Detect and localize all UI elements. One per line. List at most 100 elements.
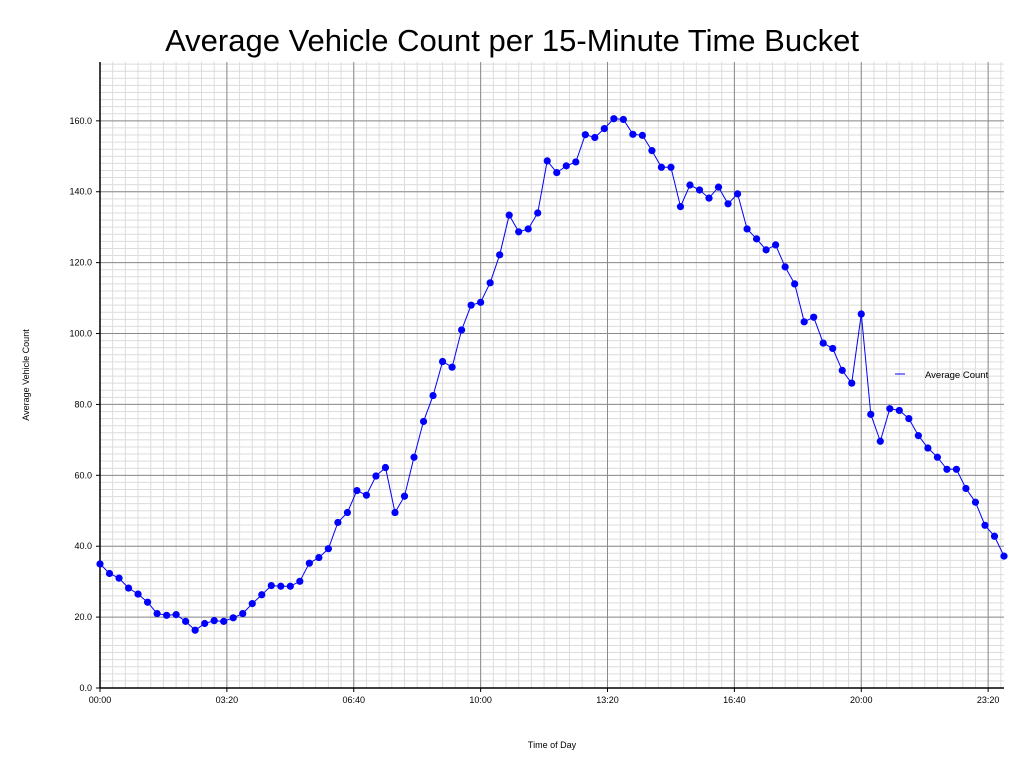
y-axis-label: Average Vehicle Count [21,329,31,421]
data-point [943,465,951,473]
data-point [867,410,875,418]
x-tick-label: 06:40 [342,695,365,705]
data-point [619,115,627,124]
x-tick-label: 10:00 [469,695,492,705]
data-point [638,131,647,139]
data-point [924,444,932,452]
data-point [819,339,827,347]
data-point [876,437,884,445]
data-point [952,465,961,473]
series-average-count [96,115,1008,634]
data-point [381,463,390,472]
x-tick-label: 20:00 [850,695,873,705]
data-point [201,619,209,628]
data-point [191,626,199,634]
data-point [248,600,256,608]
data-point [496,251,504,259]
data-point [553,168,561,177]
data-point [791,280,799,288]
y-tick-label: 120.0 [69,258,92,268]
data-point [163,611,171,619]
data-point [829,344,837,353]
data-point [733,190,742,198]
data-point [172,611,180,619]
data-point [752,235,761,243]
x-tick-label: 00:00 [89,695,112,705]
legend-label: Average Count [925,370,989,381]
data-point [810,313,818,321]
data-point [353,486,361,495]
data-point [534,209,542,217]
x-tick-label: 23:20 [977,695,1000,705]
data-point [134,590,142,598]
x-tick-label: 16:40 [723,695,746,705]
data-point [772,241,780,249]
data-point [305,559,313,567]
data-point [182,617,190,625]
data-point [334,518,342,527]
y-tick-label: 140.0 [69,187,92,197]
data-point [600,125,608,133]
data-point [657,163,666,171]
data-point [895,406,903,415]
data-point [343,508,352,517]
y-tick-label: 60.0 [74,470,92,480]
data-point [886,405,894,413]
data-point [676,203,685,211]
data-point [543,157,551,165]
data-point [296,577,304,585]
data-point [477,298,485,306]
data-point [143,598,152,606]
data-point [124,584,133,592]
data-point [572,158,580,166]
data-point [848,379,856,387]
data-point [400,492,409,500]
data-point [315,553,323,562]
y-tick-label: 160.0 [69,116,92,126]
data-point [838,366,846,374]
data-point [562,162,570,170]
data-point [990,532,999,540]
data-point [914,432,922,440]
data-point [962,484,970,493]
data-point [724,200,732,208]
data-point [857,310,865,318]
data-point [277,582,285,590]
y-tick-label: 80.0 [74,399,92,409]
data-point [458,326,466,334]
data-point [372,472,380,480]
data-point [362,491,371,499]
data-point [648,147,656,155]
y-tick-label: 100.0 [69,329,92,339]
data-point [515,228,523,236]
chart-title: Average Vehicle Count per 15-Minute Time… [165,23,859,58]
grid [99,62,1004,689]
data-point [220,617,228,625]
data-point [486,279,494,287]
data-point [438,357,447,366]
data-point [267,581,275,590]
data-point [467,301,475,309]
data-point [933,453,941,461]
data-point [762,246,770,254]
data-point [581,131,589,139]
data-point [743,225,751,233]
data-point [695,186,704,194]
y-tick-label: 0.0 [79,683,92,693]
data-point [524,225,532,233]
data-point [705,194,713,202]
data-point [610,115,618,123]
data-point [591,133,599,142]
x-tick-label: 03:20 [216,695,239,705]
data-point [96,560,104,568]
tick-labels: 00:00 03:20 06:40 10:00 13:20 16:40 20:00 23:20… [69,116,999,705]
data-point [429,391,437,400]
x-axis-label: Time of Day [528,740,577,750]
data-point [714,183,723,191]
data-point [229,614,237,622]
data-point [667,163,675,171]
data-point [324,545,332,553]
data-point [686,181,694,189]
data-point [153,609,161,618]
